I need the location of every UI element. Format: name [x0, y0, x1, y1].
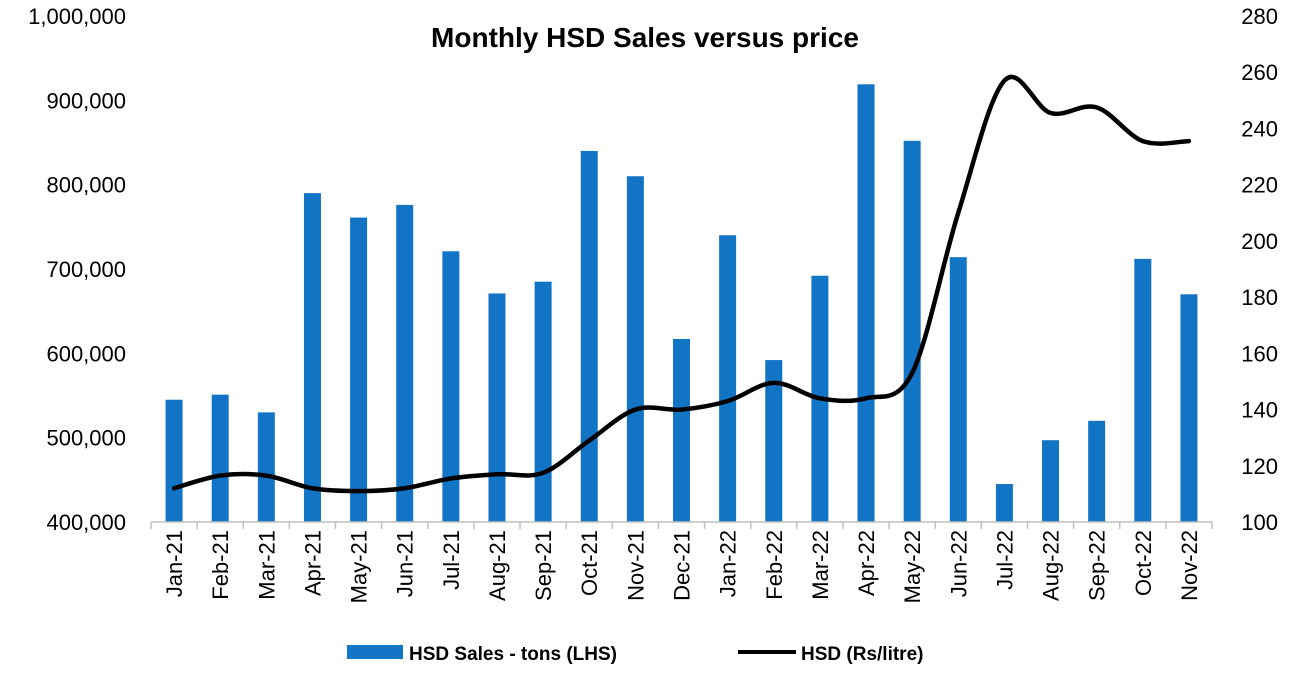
bar-feb-21: [211, 394, 229, 522]
price-line: [171, 74, 1192, 494]
x-tick-label: Aug-22: [1039, 530, 1064, 601]
left-tick-label: 800,000: [46, 173, 126, 198]
bar-sep-22: [1088, 420, 1106, 522]
left-tick-label: 400,000: [46, 510, 126, 535]
chart-title: Monthly HSD Sales versus price: [431, 22, 859, 53]
x-tick-label: Oct-22: [1131, 530, 1156, 596]
legend: HSD Sales - tons (LHS) HSD (Rs/litre): [347, 644, 923, 665]
bar-jul-22: [995, 484, 1013, 522]
right-tick-label: 200: [1241, 229, 1278, 254]
x-tick-label: Jun-22: [946, 530, 971, 597]
right-tick-label: 160: [1241, 341, 1278, 366]
x-tick-label: Feb-22: [762, 530, 787, 600]
legend-swatch-sales: [347, 645, 403, 659]
x-tick-label: Sep-22: [1085, 530, 1110, 601]
x-tick-label: Aug-21: [485, 530, 510, 601]
bar-apr-21: [303, 193, 321, 522]
x-tick-label: Sep-21: [531, 530, 556, 601]
left-tick-label: 500,000: [46, 426, 126, 451]
right-tick-label: 240: [1241, 116, 1278, 141]
x-tick-label: May-22: [900, 530, 925, 603]
x-tick-label: Feb-21: [208, 530, 233, 600]
x-tick-label: Jan-21: [162, 530, 187, 597]
right-tick-label: 140: [1241, 398, 1278, 423]
right-tick-label: 120: [1241, 454, 1278, 479]
bar-jul-21: [442, 251, 460, 523]
bar-may-22: [903, 140, 921, 522]
x-tick-label: Apr-22: [854, 530, 879, 596]
right-tick-label: 100: [1241, 510, 1278, 535]
x-tick-label: Nov-21: [623, 530, 648, 601]
x-tick-label: Mar-22: [808, 530, 833, 600]
x-tick-label: Dec-21: [670, 530, 695, 601]
legend-label-sales: HSD Sales - tons (LHS): [409, 644, 617, 665]
right-tick-label: 180: [1241, 285, 1278, 310]
x-tick-label: Apr-21: [300, 530, 325, 596]
bar-mar-21: [257, 412, 275, 522]
x-tick-label: Oct-21: [577, 530, 602, 596]
x-tick-label: Nov-22: [1177, 530, 1202, 601]
right-tick-label: 260: [1241, 60, 1278, 85]
bar-may-21: [350, 217, 368, 522]
legend-label-price: HSD (Rs/litre): [801, 644, 923, 665]
right-tick-label: 220: [1241, 173, 1278, 198]
bar-jun-21: [396, 204, 414, 522]
bar-dec-21: [673, 339, 690, 522]
bar-nov-22: [1180, 294, 1198, 522]
x-tick-label: Jan-22: [716, 530, 741, 597]
bar-oct-21: [580, 150, 598, 522]
x-tick-label: Jun-21: [393, 530, 418, 597]
bar-jan-22: [719, 235, 737, 522]
bar-oct-22: [1134, 258, 1152, 522]
right-tick-label: 280: [1241, 4, 1278, 29]
x-axis-ticks: Jan-21 Feb-21 Mar-21 Apr-21 May-21 Jun-21 Jul-…: [150, 522, 1213, 603]
x-tick-label: Mar-21: [254, 530, 279, 600]
bar-sep-21: [534, 281, 552, 522]
bar-series: [165, 84, 1198, 523]
x-tick-label: May-21: [347, 530, 372, 603]
bar-feb-22: [765, 360, 783, 522]
bar-apr-22: [857, 84, 875, 522]
left-tick-label: 1,000,000: [28, 4, 126, 29]
x-tick-label: Jul-21: [439, 530, 464, 590]
bar-aug-22: [1042, 440, 1060, 522]
bar-nov-21: [626, 176, 644, 523]
x-tick-label: Jul-22: [992, 530, 1017, 590]
line-series: [171, 74, 1192, 494]
left-tick-label: 600,000: [46, 341, 126, 366]
bar-jun-22: [949, 257, 967, 522]
right-axis-ticks: 100 120 140 160 180 200 220 240 260 280: [1241, 4, 1278, 535]
bar-aug-21: [488, 293, 506, 522]
left-tick-label: 700,000: [46, 257, 126, 282]
left-tick-label: 900,000: [46, 88, 126, 113]
left-axis-ticks: 400,000 500,000 600,000 700,000 800,000 900,0…: [28, 4, 126, 535]
bar-jan-21: [165, 399, 183, 522]
